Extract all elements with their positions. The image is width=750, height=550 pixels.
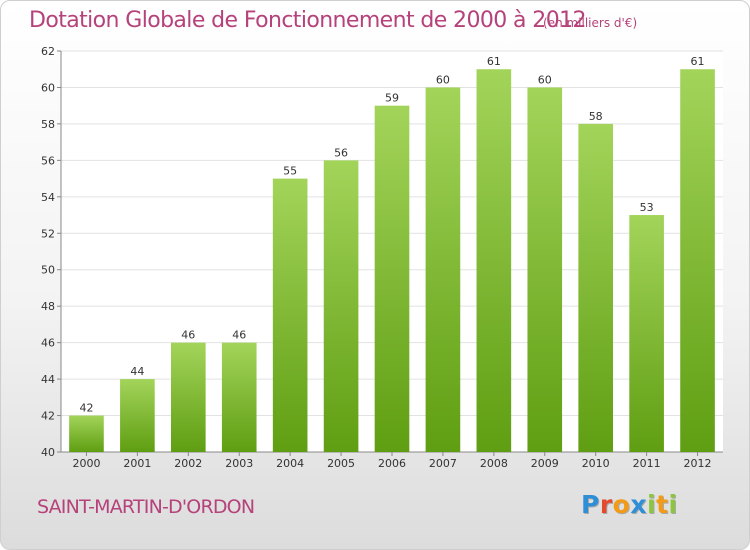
bar — [69, 415, 104, 452]
chart-subtitle: (en milliers d'€) — [543, 16, 638, 30]
logo-letter: x — [630, 490, 647, 519]
x-tick-label: 2000 — [72, 457, 100, 470]
bar — [374, 105, 410, 452]
bar-value-label: 58 — [589, 110, 603, 123]
proxiti-logo: Proxiti — [581, 490, 678, 519]
y-tick-label: 44 — [41, 373, 55, 386]
y-tick-label: 48 — [41, 300, 55, 313]
commune-name: SAINT-MARTIN-D'ORDON — [37, 496, 255, 518]
x-tick-label: 2012 — [684, 457, 712, 470]
x-tick-label: 2009 — [531, 457, 559, 470]
bar — [323, 160, 359, 452]
y-tick-label: 56 — [41, 154, 55, 167]
x-tick-label: 2006 — [378, 457, 406, 470]
x-tick-label: 2002 — [174, 457, 202, 470]
y-tick-label: 52 — [41, 227, 55, 240]
y-tick-label: 40 — [41, 446, 55, 459]
bar — [680, 69, 715, 453]
y-tick-label: 50 — [41, 264, 55, 277]
logo-letter: i — [647, 490, 657, 519]
bar-value-label: 42 — [79, 402, 93, 415]
bar-value-label: 56 — [334, 146, 348, 159]
x-tick-label: 2011 — [633, 457, 661, 470]
logo-letter: P — [581, 490, 600, 519]
x-tick-label: 2003 — [225, 457, 253, 470]
x-tick-label: 2005 — [327, 457, 355, 470]
y-tick-label: 60 — [41, 81, 55, 94]
y-tick-label: 42 — [41, 410, 55, 423]
bar — [221, 342, 257, 452]
chart-title: Dotation Globale de Fonctionnement de 20… — [29, 8, 587, 33]
bar-value-label: 60 — [538, 73, 552, 86]
bar — [170, 342, 206, 452]
bar-value-label: 55 — [283, 165, 297, 178]
y-tick-label: 46 — [41, 337, 55, 350]
logo-letter: t — [656, 490, 669, 519]
bar-value-label: 44 — [130, 365, 144, 378]
bar — [527, 87, 563, 453]
y-tick-label: 54 — [41, 191, 55, 204]
bar-value-label: 53 — [640, 201, 654, 214]
bar — [476, 69, 512, 453]
logo-letter: o — [612, 490, 631, 519]
bar — [578, 123, 614, 452]
x-tick-label: 2008 — [480, 457, 508, 470]
x-tick-label: 2001 — [123, 457, 151, 470]
x-tick-label: 2004 — [276, 457, 304, 470]
logo-letter: i — [668, 490, 678, 519]
y-tick-label: 62 — [41, 45, 55, 58]
y-tick-label: 58 — [41, 118, 55, 131]
bar — [120, 379, 155, 452]
bar — [629, 215, 664, 452]
x-tick-label: 2010 — [582, 457, 610, 470]
bar-value-label: 46 — [181, 329, 195, 342]
bar-value-label: 61 — [487, 55, 501, 68]
bar-value-label: 60 — [436, 73, 450, 86]
bar — [272, 178, 308, 452]
x-tick-label: 2007 — [429, 457, 457, 470]
bar-value-label: 61 — [691, 55, 705, 68]
logo-letter: r — [599, 490, 613, 519]
bar — [425, 87, 461, 453]
bar-value-label: 46 — [232, 329, 246, 342]
bar-value-label: 59 — [385, 92, 399, 105]
